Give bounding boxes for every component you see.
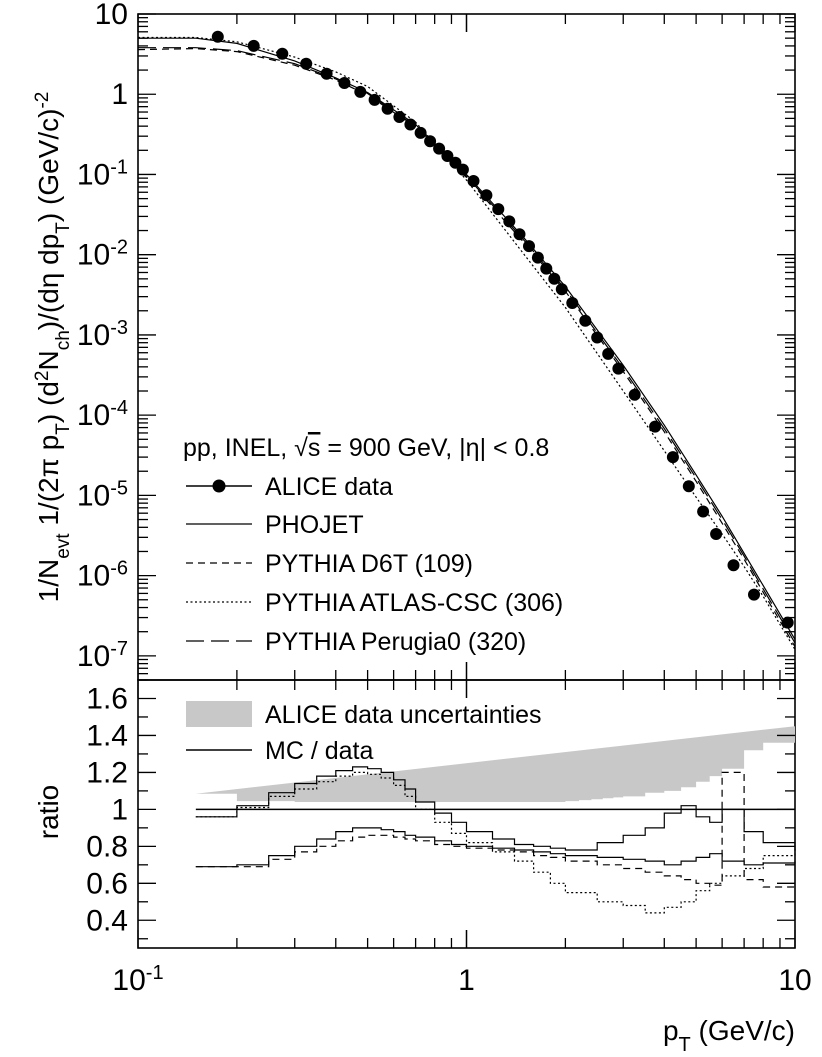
data-point [710,528,723,540]
data-point [591,331,604,344]
data-point [368,93,381,106]
data-point [492,203,505,216]
legend-label: PYTHIA D6T (109) [265,550,473,578]
spectrum-y-tick-labels: 10 1 10-1 10-2 10-3 10-4 10-5 10-6 10-7 [77,0,128,673]
x-tick-label: 10 [778,964,811,997]
legend-entry-uncertainty-band: ALICE data uncertainties [186,701,542,729]
y-tick-label: 0.8 [86,830,128,863]
collision-annotation: pp, INEL, √s = 900 GeV, |η| < 0.8 [183,434,549,462]
data-point [697,505,710,518]
curve-pythia-perugia0-320- [138,47,796,644]
data-point [727,559,740,572]
curve-pythia-atlas-csc-306- [138,36,796,650]
ratio-legend: ALICE data uncertainties MC / data [186,701,542,765]
data-point [540,262,553,275]
y-tick-label: 1.4 [86,719,128,752]
y-tick-label: 1.6 [86,682,128,715]
legend-label: PYTHIA Perugia0 (320) [265,628,526,656]
data-point [456,163,469,176]
data-point [579,314,592,327]
y-tick-label: 10-5 [77,477,128,512]
legend-entry-pythia-d6t: PYTHIA D6T (109) [186,550,473,578]
data-point [612,362,625,375]
legend-entry-mc-over-data: MC / data [186,737,373,765]
data-point [480,189,493,202]
data-point [433,142,446,155]
x-tick-labels: 10-1 1 10 [112,962,811,997]
data-point [555,283,568,296]
data-point [649,420,662,433]
data-point [381,102,394,115]
x-axis-title: pT (GeV/c) [663,1015,795,1056]
data-point [393,111,406,123]
data-point [441,150,454,162]
y-tick-label: 10-3 [77,317,128,352]
data-point [414,126,427,139]
spectrum-panel-frame [137,13,796,681]
legend-entry-phojet: PHOJET [186,511,364,539]
data-point [781,616,794,629]
data-point [548,272,561,285]
ratio-y-tick-labels: 0.4 0.6 0.8 1 1.2 1.4 1.6 [86,682,128,937]
y-tick-label: 10-6 [77,558,128,593]
y-tick-label: 10-2 [77,237,128,272]
ratio-mc-curves [195,766,796,914]
uncertainty-band-area [195,726,796,802]
legend-label: PYTHIA ATLAS-CSC (306) [265,589,563,617]
spectrum-mc-curves [137,36,796,650]
data-point [503,215,516,228]
data-point [424,135,437,148]
legend-entry-pythia-atlas-csc: PYTHIA ATLAS-CSC (306) [186,589,563,617]
y-tick-label: 1 [111,793,128,826]
x-tick-label: 1 [458,964,475,997]
curve-pythia-d6t-109- [137,47,796,648]
data-point [404,118,417,131]
y-tick-label: 10-1 [77,156,128,191]
data-point [682,480,695,493]
ratio-curve-pythia-d6t-109- [195,771,796,891]
y-tick-label: 1.2 [86,756,128,789]
legend-label: ALICE data [265,473,393,501]
spectrum-axis-ticks [137,13,796,681]
data-point [276,47,289,60]
ratio-curve-pythia-atlas-csc-306- [195,771,796,914]
data-point [513,228,526,241]
data-point [748,588,760,601]
data-point [531,251,544,264]
data-point [666,451,679,464]
data-point [354,85,367,98]
legend-label: PHOJET [265,511,364,539]
data-point [211,30,224,43]
y-tick-label: 0.6 [86,867,128,900]
data-point [602,347,615,360]
ratio-y-axis-title: ratio [33,785,64,839]
data-point [338,77,351,89]
data-point [247,39,260,52]
legend-label: ALICE data uncertainties [265,701,542,729]
y-tick-label: 1 [111,78,128,111]
legend-label: MC / data [265,737,373,765]
data-point [566,297,579,309]
data-point [523,240,535,253]
spectrum-legend: ALICE data PHOJET PYTHIA D6T (109) PYTHI… [186,473,563,656]
ratio-curve-pythia-perugia0-320- [195,827,796,868]
ratio-curve-phojet [195,766,796,851]
legend-entry-pythia-perugia0: PYTHIA Perugia0 (320) [186,628,526,656]
x-tick-label: 10-1 [112,962,163,997]
y-tick-label: 10-7 [77,638,128,673]
data-point [320,67,333,80]
data-point [628,388,641,401]
curve-phojet [138,37,796,640]
ratio-axis-ticks [137,680,796,948]
y-tick-label: 10 [95,0,128,31]
y-tick-label: 0.4 [86,904,128,937]
y-tick-label: 10-4 [77,397,128,432]
data-point [300,57,313,70]
data-point [467,175,480,187]
spectrum-y-axis-title: 1/Nevt 1/(2π pT) (d2Nch)/(dη dpT) (GeV/c… [32,92,74,603]
spectrum-data-markers [211,30,794,629]
ratio-uncertainty-band [195,726,796,802]
legend-entry-alice-data: ALICE data [186,473,393,501]
